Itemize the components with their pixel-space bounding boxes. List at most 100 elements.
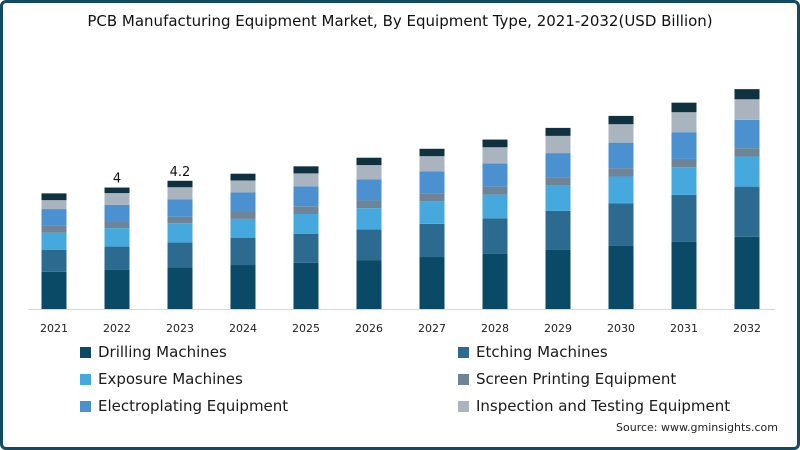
bar-segment-other-2021 — [41, 193, 67, 201]
bar-segment-other-2025 — [293, 166, 319, 174]
bar-segment-etching-machines-2032 — [734, 186, 760, 237]
bar-segment-electroplating-equipment-2022 — [104, 204, 130, 222]
bar-segment-screen-printing-equipment-2029 — [545, 177, 571, 186]
x-tick-label: 2032 — [733, 322, 761, 335]
bar-segment-other-2022 — [104, 187, 130, 194]
legend-item: Etching Machines — [458, 343, 608, 361]
bar-segment-etching-machines-2031 — [671, 194, 697, 242]
legend-item: Screen Printing Equipment — [458, 370, 676, 388]
bar-segment-etching-machines-2027 — [419, 223, 445, 258]
bar-segment-drilling-machines-2025 — [293, 262, 319, 309]
bar-segment-screen-printing-equipment-2030 — [608, 168, 634, 177]
legend-item: Electroplating Equipment — [80, 397, 288, 415]
x-tick-label: 2025 — [292, 322, 320, 335]
x-tick-label: 2028 — [481, 322, 509, 335]
bar-segment-drilling-machines-2023 — [167, 267, 193, 309]
bar-segment-etching-machines-2023 — [167, 242, 193, 268]
bar-segment-exposure-machines-2028 — [482, 194, 508, 219]
bar-segment-other-2030 — [608, 115, 634, 125]
bar-segment-drilling-machines-2026 — [356, 260, 382, 309]
bar-segment-screen-printing-equipment-2023 — [167, 216, 193, 224]
bar-segment-electroplating-equipment-2032 — [734, 119, 760, 149]
bar-segment-inspection-and-testing-equipment-2021 — [41, 200, 67, 210]
bar-segment-drilling-machines-2029 — [545, 249, 571, 309]
bar-segment-other-2026 — [356, 157, 382, 166]
bar-segment-other-2031 — [671, 102, 697, 113]
bar-segment-screen-printing-equipment-2022 — [104, 221, 130, 229]
bar-segment-electroplating-equipment-2031 — [671, 132, 697, 159]
legend-label: Screen Printing Equipment — [476, 370, 677, 388]
x-tick-label: 2021 — [40, 322, 68, 335]
bar-segment-drilling-machines-2021 — [41, 271, 67, 309]
bar-segment-other-2028 — [482, 139, 508, 148]
legend-swatch — [80, 400, 91, 412]
bar-segment-exposure-machines-2025 — [293, 213, 319, 234]
bar-segment-screen-printing-equipment-2028 — [482, 186, 508, 195]
bar-segment-screen-printing-equipment-2032 — [734, 148, 760, 157]
bar-segment-inspection-and-testing-equipment-2029 — [545, 135, 571, 154]
x-tick-label: 2023 — [166, 322, 194, 335]
bar-segment-electroplating-equipment-2026 — [356, 179, 382, 201]
bar-segment-exposure-machines-2032 — [734, 156, 760, 187]
data-label: 4 — [113, 172, 121, 187]
bar-segment-etching-machines-2024 — [230, 237, 256, 266]
bar-segment-exposure-machines-2026 — [356, 208, 382, 230]
legend-item: Inspection and Testing Equipment — [458, 397, 730, 415]
bar-segment-electroplating-equipment-2023 — [167, 199, 193, 217]
legend-label: Inspection and Testing Equipment — [476, 397, 731, 415]
bar-segment-inspection-and-testing-equipment-2031 — [671, 112, 697, 133]
bar-segment-exposure-machines-2029 — [545, 185, 571, 211]
legend-item: Exposure Machines — [80, 370, 243, 388]
legend-label: Drilling Machines — [98, 343, 227, 361]
bar-segment-other-2027 — [419, 148, 445, 157]
bar-segment-etching-machines-2028 — [482, 218, 508, 254]
x-tick-label: 2029 — [544, 322, 572, 335]
x-tick-label: 2031 — [670, 322, 698, 335]
bar-segment-other-2029 — [545, 127, 571, 136]
bar-segment-drilling-machines-2027 — [419, 257, 445, 309]
bar-segment-etching-machines-2029 — [545, 210, 571, 250]
bar-segment-inspection-and-testing-equipment-2032 — [734, 99, 760, 120]
bar-segment-other-2024 — [230, 173, 256, 181]
bar-segment-electroplating-equipment-2021 — [41, 209, 67, 226]
bar-segment-etching-machines-2030 — [608, 203, 634, 246]
bar-segment-screen-printing-equipment-2021 — [41, 225, 67, 233]
bar-segment-drilling-machines-2030 — [608, 245, 634, 309]
legend-swatch — [80, 346, 91, 358]
legend-swatch — [80, 373, 91, 385]
bar-segment-exposure-machines-2031 — [671, 167, 697, 195]
bar-segment-exposure-machines-2024 — [230, 218, 256, 238]
bar-segment-exposure-machines-2027 — [419, 201, 445, 224]
legend-label: Etching Machines — [476, 343, 608, 361]
chart-title: PCB Manufacturing Equipment Market, By E… — [87, 12, 713, 30]
bar-segment-exposure-machines-2022 — [104, 228, 130, 247]
bar-segment-drilling-machines-2024 — [230, 265, 256, 309]
bar-segment-screen-printing-equipment-2024 — [230, 211, 256, 219]
bar-segment-drilling-machines-2032 — [734, 236, 760, 309]
bar-segment-electroplating-equipment-2027 — [419, 171, 445, 194]
bar-segment-inspection-and-testing-equipment-2023 — [167, 187, 193, 200]
x-tick-label: 2024 — [229, 322, 257, 335]
legend-swatch — [458, 346, 469, 358]
x-tick-label: 2026 — [355, 322, 383, 335]
bar-segment-exposure-machines-2021 — [41, 232, 67, 250]
bar-segment-electroplating-equipment-2025 — [293, 186, 319, 207]
bar-segment-etching-machines-2025 — [293, 233, 319, 263]
bar-segment-electroplating-equipment-2024 — [230, 192, 256, 212]
bar-segment-screen-printing-equipment-2031 — [671, 158, 697, 168]
bar-segment-inspection-and-testing-equipment-2024 — [230, 180, 256, 193]
bar-segment-etching-machines-2021 — [41, 249, 67, 272]
bar-segment-etching-machines-2026 — [356, 229, 382, 261]
x-tick-label: 2022 — [103, 322, 131, 335]
bar-segment-inspection-and-testing-equipment-2027 — [419, 156, 445, 172]
source-note: Source: www.gminsights.com — [616, 421, 778, 434]
bar-segment-screen-printing-equipment-2027 — [419, 193, 445, 202]
bar-segment-inspection-and-testing-equipment-2025 — [293, 173, 319, 187]
legend-swatch — [458, 373, 469, 385]
bar-segment-electroplating-equipment-2029 — [545, 153, 571, 178]
x-tick-label: 2030 — [607, 322, 635, 335]
bar-segment-other-2023 — [167, 180, 193, 188]
bar-segment-screen-printing-equipment-2026 — [356, 200, 382, 209]
